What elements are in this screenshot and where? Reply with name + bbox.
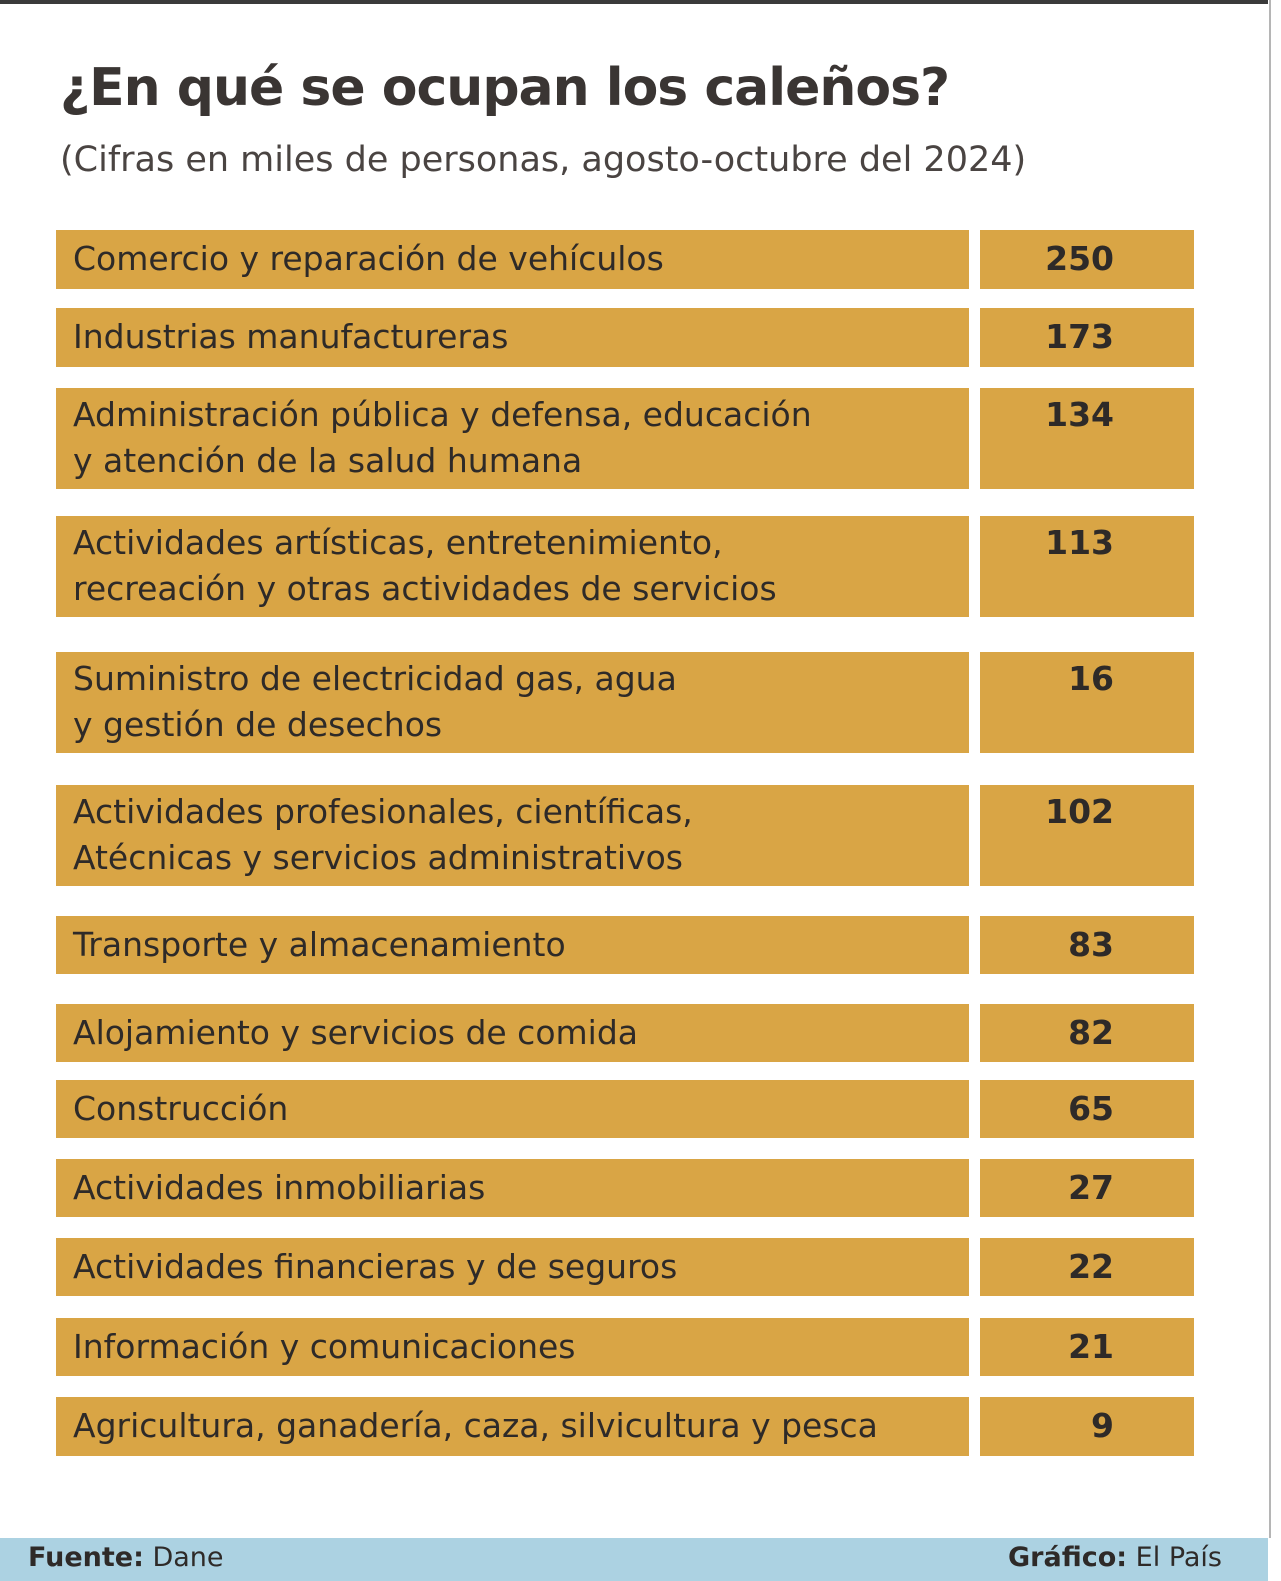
footer-band: Fuente: Dane Gráfico: El País [0,1538,1268,1581]
value-label: 82 [980,1004,1194,1062]
value-label: 134 [980,388,1194,489]
right-rule [1269,0,1271,1538]
table-row: Actividades profesionales, científicas, … [56,785,1204,886]
table-row: Actividades artísticas, entretenimiento,… [56,516,1204,617]
value-label: 21 [980,1318,1194,1376]
value-label: 250 [980,230,1194,289]
source-label: Fuente: [28,1542,144,1573]
source-value: Dane [152,1542,224,1573]
table-row: Administración pública y defensa, educac… [56,388,1204,489]
source-note: Fuente: Dane [28,1542,224,1573]
table-row: Actividades financieras y de seguros 22 [56,1238,1204,1296]
credit-label: Gráfico: [1008,1542,1128,1573]
category-label: Actividades profesionales, científicas, … [56,785,969,886]
value-label: 113 [980,516,1194,617]
category-label: Actividades inmobiliarias [56,1159,969,1217]
credit-value: El País [1135,1542,1222,1573]
category-label: Comercio y reparación de vehículos [56,230,969,289]
value-label: 9 [980,1397,1194,1456]
category-label: Alojamiento y servicios de comida [56,1004,969,1062]
category-label: Suministro de electricidad gas, agua y g… [56,652,969,753]
value-label: 65 [980,1080,1194,1138]
category-label: Administración pública y defensa, educac… [56,388,969,489]
table-row: Industrias manufactureras 173 [56,308,1204,367]
table-row: Agricultura, ganadería, caza, silvicultu… [56,1397,1204,1456]
category-label: Construcción [56,1080,969,1138]
value-label: 102 [980,785,1194,886]
table-row: Comercio y reparación de vehículos 250 [56,230,1204,289]
table-row: Transporte y almacenamiento 83 [56,916,1204,974]
table-row: Alojamiento y servicios de comida 82 [56,1004,1204,1062]
category-label: Industrias manufactureras [56,308,969,367]
category-label: Actividades artísticas, entretenimiento,… [56,516,969,617]
value-label: 22 [980,1238,1194,1296]
category-label: Agricultura, ganadería, caza, silvicultu… [56,1397,969,1456]
value-label: 16 [980,652,1194,753]
category-label: Actividades financieras y de seguros [56,1238,969,1296]
table-row: Información y comunicaciones 21 [56,1318,1204,1376]
value-label: 27 [980,1159,1194,1217]
credit-note: Gráfico: El País [1008,1542,1222,1573]
chart-title: ¿En qué se ocupan los caleños? [60,58,950,118]
value-label: 173 [980,308,1194,367]
top-rule [0,0,1268,4]
table-row: Actividades inmobiliarias 27 [56,1159,1204,1217]
chart-subtitle: (Cifras en miles de personas, agosto-oct… [60,140,1027,180]
category-label: Transporte y almacenamiento [56,916,969,974]
table-row: Construcción 65 [56,1080,1204,1138]
table-row: Suministro de electricidad gas, agua y g… [56,652,1204,753]
value-label: 83 [980,916,1194,974]
category-label: Información y comunicaciones [56,1318,969,1376]
